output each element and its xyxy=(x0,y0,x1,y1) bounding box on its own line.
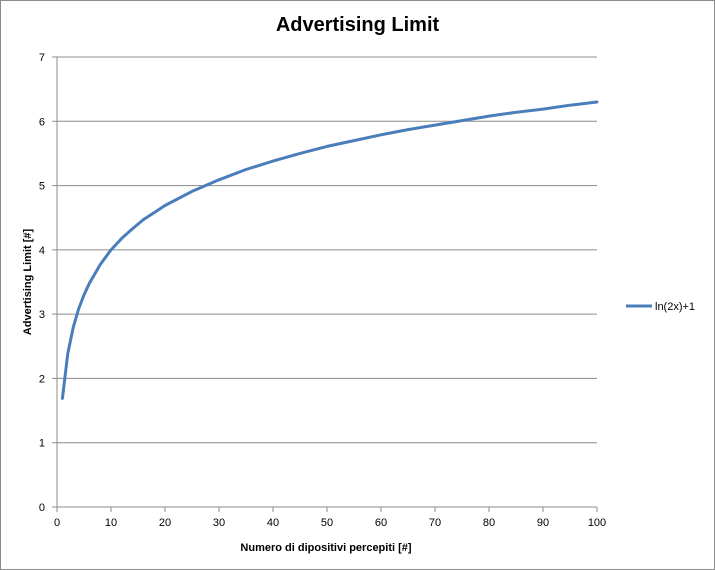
x-tick-label: 30 xyxy=(213,517,225,529)
y-tick-labels: 0 1 2 3 4 5 6 7 xyxy=(39,52,45,514)
y-tick-label: 3 xyxy=(39,309,45,321)
x-tick-label: 40 xyxy=(267,517,279,529)
legend: ln(2x)+1 xyxy=(626,301,695,313)
chart-title: Advertising Limit xyxy=(275,14,440,36)
series-lines xyxy=(60,100,599,400)
series-line xyxy=(60,100,599,400)
x-tick-label: 50 xyxy=(321,517,333,529)
y-tick-label: 4 xyxy=(39,245,45,257)
x-tick-label: 70 xyxy=(429,517,441,529)
y-tick-label: 0 xyxy=(39,502,45,514)
y-axis-title: Advertising Limit [#] xyxy=(22,228,34,335)
y-tick-label: 7 xyxy=(39,52,45,64)
x-tick-labels: 0 10 20 30 40 50 60 70 80 90 100 xyxy=(54,517,606,529)
x-tick-label: 0 xyxy=(54,517,60,529)
y-tick-label: 5 xyxy=(39,181,45,193)
x-tick-label: 20 xyxy=(159,517,171,529)
x-tick-label: 60 xyxy=(375,517,387,529)
axes xyxy=(52,56,598,512)
x-tick-label: 90 xyxy=(537,517,549,529)
y-tick-label: 6 xyxy=(39,116,45,128)
x-axis-title: Numero di dipositivi percepiti [#] xyxy=(240,542,411,554)
legend-label: ln(2x)+1 xyxy=(655,301,695,313)
x-tick-label: 80 xyxy=(483,517,495,529)
y-tick-label: 1 xyxy=(39,438,45,450)
x-tick-label: 10 xyxy=(105,517,117,529)
y-tick-label: 2 xyxy=(39,373,45,385)
gridlines xyxy=(57,56,597,444)
x-tick-label: 100 xyxy=(588,517,606,529)
